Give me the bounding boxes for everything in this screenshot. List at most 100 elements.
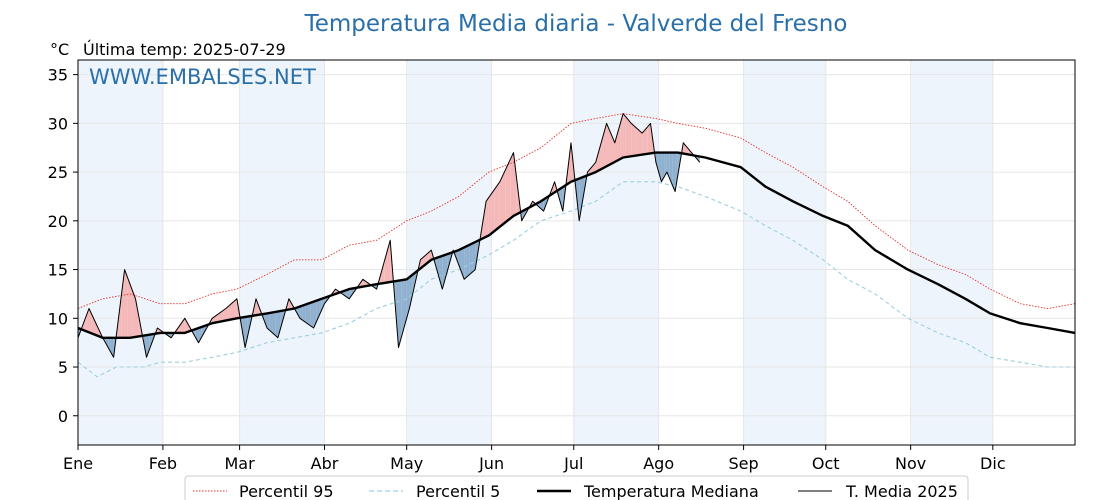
legend-label-p5: Percentil 5 bbox=[416, 482, 500, 500]
x-axis: Ene Feb Mar Abr May Jun Jul Ago Sep Oct Nov Dic bbox=[63, 445, 1006, 473]
fill-above-median bbox=[88, 308, 92, 334]
fill-below-median bbox=[110, 337, 114, 358]
legend-label-p95: Percentil 95 bbox=[239, 482, 334, 500]
series-line-p95 bbox=[77, 113, 1076, 309]
fill-above-median bbox=[382, 259, 385, 284]
fill-below-median bbox=[466, 244, 470, 277]
fill-below-median bbox=[401, 279, 404, 338]
x-tick-label: May bbox=[390, 454, 423, 473]
fill-above-median bbox=[636, 128, 640, 156]
fill-above-median bbox=[387, 240, 391, 283]
fill-above-median bbox=[94, 320, 98, 336]
fill-above-median bbox=[617, 123, 621, 161]
plot-area bbox=[77, 59, 1076, 446]
x-tick-label: Mar bbox=[225, 454, 256, 473]
fill-below-median bbox=[655, 152, 659, 173]
fill-below-median bbox=[266, 312, 270, 331]
x-tick-label: Dic bbox=[980, 454, 1006, 473]
chart-title: Temperatura Media diaria - Valverde del … bbox=[304, 11, 848, 37]
fill-above-median bbox=[603, 123, 607, 168]
fill-below-median bbox=[521, 210, 525, 221]
fill-below-median bbox=[149, 334, 152, 350]
fill-below-median bbox=[346, 289, 350, 299]
fill-below-median bbox=[445, 253, 448, 280]
grid-lines bbox=[77, 60, 1075, 445]
fill-above-median bbox=[612, 136, 615, 164]
fill-above-median bbox=[625, 116, 629, 158]
fill-below-median bbox=[406, 277, 410, 319]
fill-below-median bbox=[672, 152, 676, 192]
fill-above-median bbox=[568, 142, 572, 184]
fill-below-median bbox=[675, 152, 678, 192]
fill-below-median bbox=[193, 329, 196, 338]
fill-above-median bbox=[606, 123, 610, 167]
fill-below-median bbox=[403, 279, 407, 329]
fill-above-median bbox=[360, 279, 363, 288]
fill-below-median bbox=[277, 310, 281, 338]
fill-below-median bbox=[272, 311, 276, 336]
fill-below-median bbox=[469, 243, 473, 275]
fill-above-median bbox=[234, 298, 237, 319]
fill-above-median bbox=[508, 158, 511, 221]
fill-below-median bbox=[245, 316, 248, 348]
fill-above-median bbox=[119, 291, 122, 338]
y-tick-label: 0 bbox=[58, 407, 68, 426]
series-lines bbox=[77, 113, 1076, 378]
fill-above-median bbox=[623, 113, 626, 158]
x-tick-label: Ene bbox=[63, 454, 93, 473]
fill-below-median bbox=[461, 247, 465, 280]
fill-above-median bbox=[486, 197, 489, 237]
fill-above-median bbox=[510, 152, 514, 219]
fill-below-median bbox=[242, 316, 246, 348]
fill-above-median bbox=[598, 142, 602, 171]
month-band bbox=[239, 60, 325, 445]
y-tick-label: 15 bbox=[48, 261, 68, 280]
fill-below-median bbox=[305, 303, 309, 325]
fill-above-median bbox=[644, 126, 648, 155]
x-tick-label: Ago bbox=[643, 454, 674, 473]
fill-above-median bbox=[647, 123, 651, 154]
fill-above-median bbox=[223, 308, 226, 321]
fill-above-median bbox=[130, 284, 133, 338]
y-tick-label: 10 bbox=[48, 309, 68, 328]
fill-below-median bbox=[275, 311, 278, 338]
fill-above-median bbox=[488, 193, 492, 236]
fill-below-median bbox=[308, 302, 311, 327]
fill-above-median bbox=[127, 276, 131, 338]
fill-below-median bbox=[297, 306, 300, 319]
fill-below-median bbox=[321, 297, 325, 310]
last-temp-label: Última temp: 2025-07-29 bbox=[83, 40, 286, 59]
fill-below-median bbox=[412, 272, 415, 297]
fill-above-median bbox=[634, 125, 637, 156]
fill-above-median bbox=[631, 123, 635, 157]
fill-above-median bbox=[228, 303, 232, 320]
fill-above-median bbox=[614, 133, 618, 162]
fill-above-median bbox=[595, 152, 599, 173]
plot-frame bbox=[77, 59, 1076, 446]
fill-above-median bbox=[513, 152, 517, 216]
fill-above-median bbox=[590, 165, 593, 175]
fill-above-median bbox=[83, 315, 87, 332]
fill-above-median bbox=[620, 113, 624, 159]
x-tick-label: Feb bbox=[149, 454, 177, 473]
y-tick-label: 30 bbox=[48, 114, 68, 133]
series-line-p5 bbox=[77, 181, 1075, 378]
fill-above-median bbox=[639, 130, 643, 156]
fill-above-median bbox=[231, 301, 235, 320]
unit-label: °C bbox=[50, 40, 69, 59]
fill-below-median bbox=[269, 312, 273, 333]
fill-below-median bbox=[436, 256, 440, 280]
fill-above-median bbox=[505, 164, 509, 223]
fill-above-median bbox=[135, 298, 139, 337]
fill-above-median bbox=[628, 120, 632, 157]
fill-below-median bbox=[409, 274, 413, 309]
x-tick-label: Jul bbox=[563, 454, 583, 473]
fill-below-median bbox=[201, 326, 204, 338]
fill-above-median bbox=[256, 298, 259, 316]
fill-below-median bbox=[398, 280, 402, 348]
legend-label-median: Temperatura Mediana bbox=[583, 482, 759, 500]
fill-above-median bbox=[686, 146, 689, 155]
fill-above-median bbox=[497, 181, 500, 229]
fill-below-median bbox=[168, 332, 172, 338]
